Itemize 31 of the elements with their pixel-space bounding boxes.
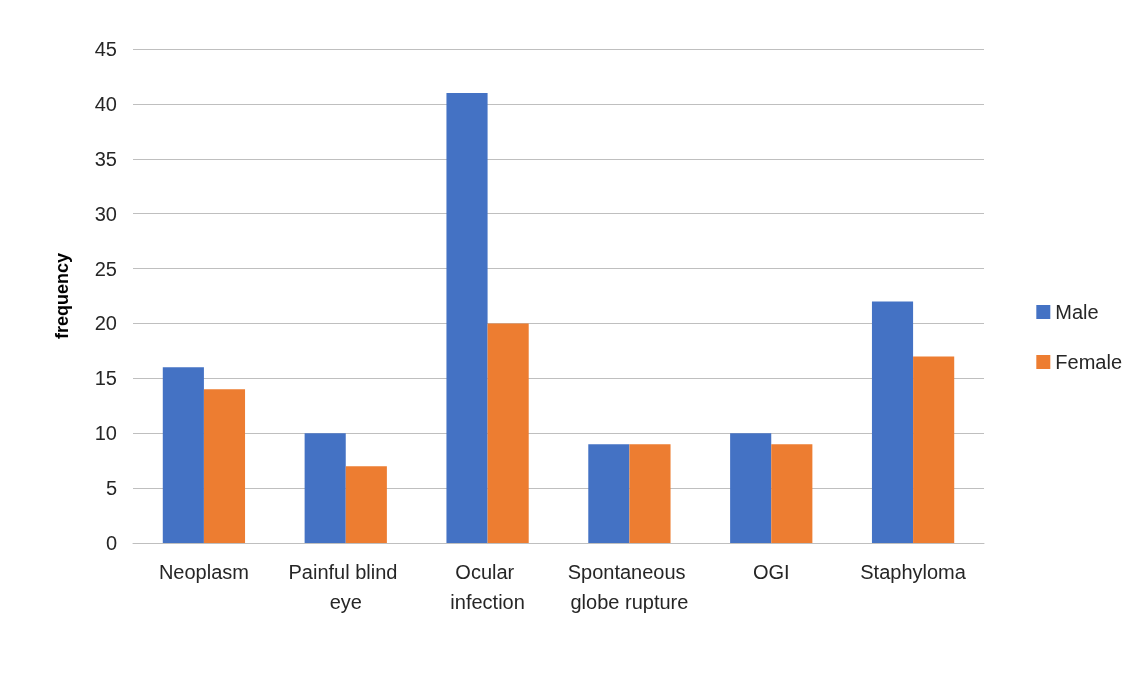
bar <box>203 389 246 543</box>
bar <box>588 444 630 543</box>
legend-label: Female <box>1055 351 1123 373</box>
x-tick-label: Staphyloma <box>860 561 967 583</box>
bar <box>304 433 346 543</box>
y-tick-label: 20 <box>94 312 117 335</box>
x-tick-label: Spontaneous globe rupture <box>567 561 692 613</box>
x-tick-label: Neoplasm <box>158 561 249 583</box>
y-axis-title: frequency <box>52 252 72 340</box>
bar <box>162 367 204 543</box>
y-tick-label: 45 <box>94 38 117 60</box>
bar <box>487 323 529 543</box>
x-tick-label: Painful blind eye <box>288 561 404 613</box>
bar <box>730 433 772 543</box>
bar <box>771 444 813 543</box>
x-tick-label: Ocular infection <box>450 561 525 613</box>
y-tick-label: 35 <box>94 147 117 170</box>
y-tick-label: 10 <box>94 422 117 445</box>
y-tick-label: 40 <box>94 92 117 115</box>
bar <box>446 92 488 543</box>
y-tick-label: 30 <box>94 202 117 225</box>
y-tick-label: 0 <box>105 532 117 554</box>
bar <box>629 444 671 543</box>
y-tick-label: 5 <box>105 477 117 500</box>
y-tick-label: 25 <box>94 257 117 280</box>
bar <box>913 356 955 543</box>
legend-label: Male <box>1055 301 1099 323</box>
x-tick-label: OGI <box>752 561 790 583</box>
bar <box>871 301 914 543</box>
y-tick-label: 15 <box>94 367 117 390</box>
bar <box>345 466 387 543</box>
